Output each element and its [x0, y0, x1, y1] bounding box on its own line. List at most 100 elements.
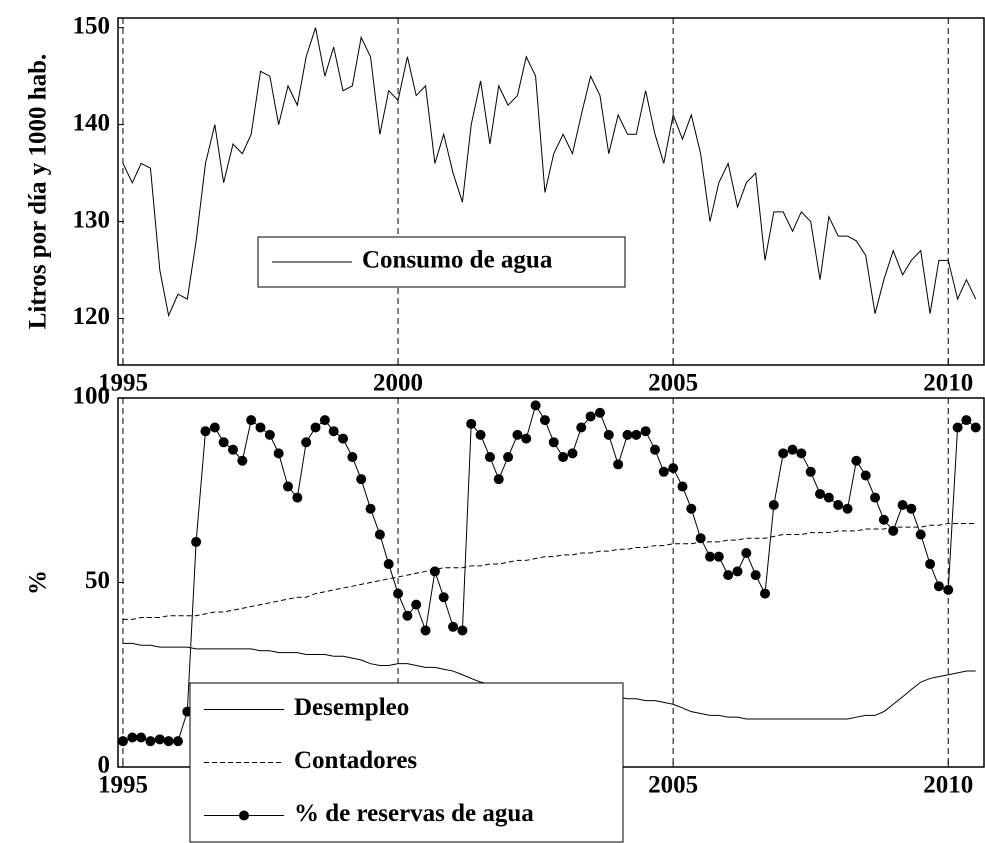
data-point	[713, 551, 724, 562]
data-point	[705, 551, 716, 562]
data-point	[273, 448, 284, 459]
data-point	[796, 448, 807, 459]
plot-frame	[117, 17, 985, 366]
data-point	[328, 426, 339, 437]
data-point	[475, 429, 486, 440]
data-point	[264, 429, 275, 440]
data-point	[686, 503, 697, 514]
data-point	[906, 503, 917, 514]
data-point	[493, 474, 504, 485]
series-line	[122, 404, 977, 742]
data-point	[558, 452, 569, 463]
data-point	[457, 625, 468, 636]
panel: 1995 2000 2005 2010 120 130 140 150 Litros por d…	[25, 12, 985, 397]
data-point	[365, 503, 376, 514]
data-point	[622, 429, 633, 440]
data-point	[897, 500, 908, 511]
y-tick-label: 130	[73, 206, 111, 233]
data-point	[200, 426, 211, 437]
data-point	[411, 599, 422, 610]
data-point	[567, 448, 578, 459]
data-point	[127, 732, 138, 743]
data-point	[805, 466, 816, 477]
data-point	[530, 400, 541, 411]
series-group	[122, 27, 977, 318]
data-point	[760, 588, 771, 599]
data-point	[870, 492, 881, 503]
y-axis-title: Litros por día y 1000 hab.	[25, 54, 52, 330]
legend-label: % de reservas de agua	[294, 800, 534, 827]
data-point	[163, 736, 174, 747]
legend-label: Contadores	[294, 747, 417, 774]
data-point	[283, 481, 294, 492]
data-point	[227, 444, 238, 455]
legend-label: Consumo de agua	[362, 247, 553, 274]
x-tick-label: 2010	[923, 772, 973, 799]
data-point	[723, 570, 734, 581]
legend-label: Desempleo	[294, 694, 409, 721]
data-point	[915, 529, 926, 540]
data-point	[503, 452, 514, 463]
data-point	[136, 732, 147, 743]
data-point	[301, 437, 312, 448]
data-point	[594, 407, 605, 418]
series-line	[122, 27, 977, 318]
data-point	[118, 736, 128, 747]
data-point	[787, 444, 798, 455]
data-point	[952, 422, 963, 433]
data-point	[145, 736, 156, 747]
y-tick-label: 100	[73, 383, 111, 410]
data-point	[888, 525, 899, 536]
data-point	[815, 488, 826, 499]
data-point	[383, 559, 394, 570]
data-point	[402, 610, 413, 621]
data-point	[448, 621, 459, 632]
data-point	[961, 415, 972, 426]
data-point	[778, 448, 789, 459]
y-tick-label: 150	[73, 12, 111, 39]
data-point	[209, 422, 220, 433]
x-tick-label: 2005	[648, 370, 698, 397]
data-point	[833, 500, 844, 511]
x-tick-label: 1995	[98, 370, 148, 397]
data-point	[658, 466, 669, 477]
data-point	[613, 459, 624, 470]
data-point	[640, 426, 651, 437]
data-point	[292, 492, 303, 503]
data-point	[374, 529, 385, 540]
data-point	[255, 422, 266, 433]
data-point	[154, 734, 165, 745]
data-point	[741, 547, 752, 558]
x-tick-label: 2010	[923, 370, 973, 397]
data-point	[603, 429, 614, 440]
data-point	[585, 411, 596, 422]
data-point	[218, 437, 229, 448]
y-axis-title: %	[25, 570, 52, 595]
data-point	[878, 514, 889, 525]
data-point	[539, 415, 550, 426]
series-line	[122, 522, 976, 620]
x-tick-label: 2005	[648, 772, 698, 799]
data-point	[677, 481, 688, 492]
data-point	[631, 429, 642, 440]
data-point	[393, 588, 404, 599]
data-point	[695, 533, 706, 544]
data-point	[191, 536, 202, 547]
x-tick-label: 2000	[373, 370, 423, 397]
data-point	[750, 570, 761, 581]
y-tick-label: 50	[85, 567, 110, 594]
data-point	[943, 584, 954, 595]
data-point	[768, 500, 779, 511]
panel: 1995200020052010050100%DesempleoContador…	[25, 383, 985, 843]
data-point	[512, 429, 523, 440]
data-point	[172, 736, 183, 747]
data-point	[429, 566, 440, 577]
data-point	[970, 422, 981, 433]
data-point	[548, 437, 559, 448]
data-point	[933, 581, 944, 592]
series-group	[118, 400, 981, 747]
data-point	[576, 422, 587, 433]
data-point	[668, 463, 679, 474]
y-tick-label: 0	[98, 752, 111, 779]
